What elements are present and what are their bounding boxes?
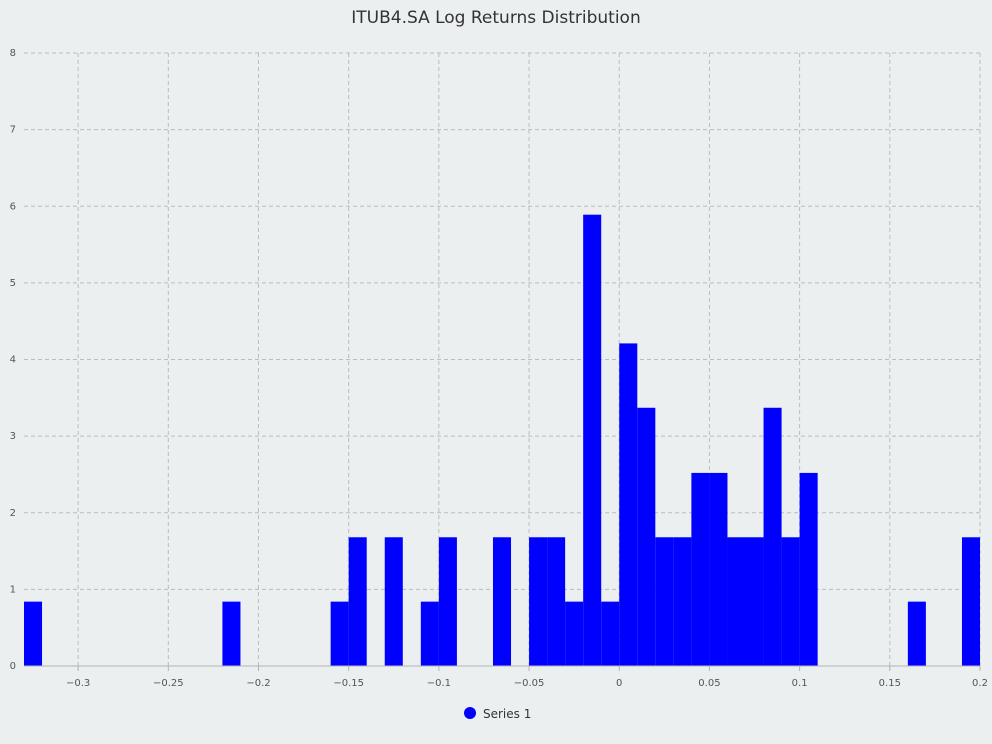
y-tick-label: 0 — [10, 661, 16, 672]
histogram-bar[interactable] — [799, 472, 818, 666]
histogram-bar[interactable] — [384, 537, 403, 666]
chart-title: ITUB4.SA Log Returns Distribution — [351, 8, 640, 28]
y-tick-label: 2 — [10, 508, 16, 519]
y-tick-label: 7 — [10, 125, 16, 136]
histogram-bar[interactable] — [673, 537, 692, 666]
x-tick-label: 0.1 — [792, 678, 808, 689]
histogram-bar[interactable] — [438, 537, 457, 666]
histogram-bar[interactable] — [348, 537, 367, 666]
histogram-bar[interactable] — [547, 537, 566, 666]
histogram-bar[interactable] — [492, 537, 512, 666]
x-tick-label: −0.2 — [246, 678, 270, 689]
histogram-bar[interactable] — [601, 601, 620, 666]
y-tick-label: 1 — [10, 584, 16, 595]
histogram-bar[interactable] — [691, 472, 710, 666]
histogram-bar[interactable] — [420, 601, 439, 666]
x-tick-label: −0.15 — [333, 678, 364, 689]
histogram-bar[interactable] — [222, 601, 241, 666]
legend[interactable]: Series 1 — [464, 707, 531, 721]
histogram-bar[interactable] — [709, 472, 728, 666]
legend-label[interactable]: Series 1 — [483, 707, 531, 721]
histogram-bar[interactable] — [619, 343, 638, 666]
histogram-bar[interactable] — [763, 407, 782, 666]
x-tick-label: −0.1 — [427, 678, 451, 689]
x-tick-label: 0.05 — [698, 678, 720, 689]
y-tick-label: 4 — [10, 355, 16, 366]
x-tick-label: −0.3 — [66, 678, 90, 689]
x-tick-label: 0.2 — [972, 678, 988, 689]
histogram-bar[interactable] — [655, 537, 674, 666]
histogram-bar[interactable] — [24, 601, 43, 666]
histogram-bars — [24, 214, 980, 666]
histogram-bar[interactable] — [330, 601, 349, 666]
histogram-bar[interactable] — [529, 537, 548, 666]
histogram-bar[interactable] — [907, 601, 926, 666]
histogram-bar[interactable] — [727, 537, 746, 666]
y-tick-label: 6 — [10, 201, 16, 212]
histogram-bar[interactable] — [961, 537, 980, 666]
legend-marker-icon[interactable] — [464, 707, 476, 719]
x-tick-label: −0.05 — [514, 678, 545, 689]
histogram-bar[interactable] — [745, 537, 764, 666]
y-tick-label: 8 — [10, 48, 16, 59]
histogram-bar[interactable] — [565, 601, 584, 666]
x-tick-label: 0 — [616, 678, 622, 689]
histogram-bar[interactable] — [781, 537, 800, 666]
axes: 0 1 2 3 4 5 6 7 8 −0.3 −0.25 −0.2 −0.15 −0.1 −0.05 0 0.0… — [10, 48, 988, 689]
histogram-bar[interactable] — [637, 407, 656, 666]
histogram-bar[interactable] — [583, 214, 602, 666]
x-tick-label: −0.25 — [153, 678, 184, 689]
x-tick-label: 0.15 — [879, 678, 901, 689]
y-tick-label: 3 — [10, 431, 16, 442]
y-tick-label: 5 — [10, 278, 16, 289]
